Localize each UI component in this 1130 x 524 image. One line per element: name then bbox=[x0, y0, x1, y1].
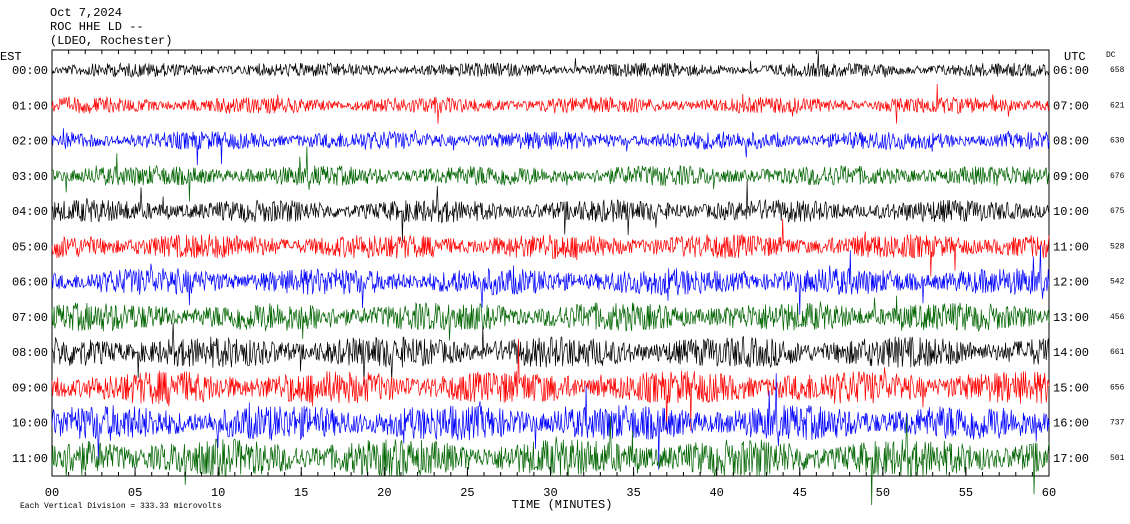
x-tick-label: 50 bbox=[876, 486, 890, 500]
dc-label: DC bbox=[1106, 51, 1116, 60]
dc-value: 542 bbox=[1110, 278, 1125, 287]
utc-time-label: 13:00 bbox=[1053, 311, 1089, 325]
local-time-label: 02:00 bbox=[12, 135, 48, 149]
x-tick-label: 15 bbox=[294, 486, 308, 500]
trace bbox=[51, 83, 1050, 124]
local-time-label: 10:00 bbox=[12, 417, 48, 431]
x-tick-label: 55 bbox=[959, 486, 973, 500]
utc-time-label: 12:00 bbox=[1053, 276, 1089, 290]
utc-time-label: 17:00 bbox=[1053, 452, 1089, 466]
utc-time-label: 16:00 bbox=[1053, 417, 1089, 431]
x-tick-label: 25 bbox=[460, 486, 474, 500]
local-time-label: 04:00 bbox=[12, 205, 48, 219]
dc-value: 630 bbox=[1110, 137, 1125, 146]
x-tick-label: 30 bbox=[543, 486, 557, 500]
local-time-label: 11:00 bbox=[12, 452, 48, 466]
utc-time-label: 06:00 bbox=[1053, 64, 1089, 78]
utc-time-label: 11:00 bbox=[1053, 240, 1089, 254]
x-tick-label: 20 bbox=[377, 486, 391, 500]
dc-value: 676 bbox=[1110, 172, 1125, 181]
trace bbox=[51, 373, 1050, 470]
utc-time-label: 15:00 bbox=[1053, 381, 1089, 395]
dc-value: 661 bbox=[1110, 348, 1125, 357]
local-time-label: 05:00 bbox=[12, 240, 48, 254]
x-tick-label: 45 bbox=[793, 486, 807, 500]
utc-time-label: 07:00 bbox=[1053, 99, 1089, 113]
x-tick-label: 00 bbox=[45, 486, 59, 500]
local-time-label: 07:00 bbox=[12, 311, 48, 325]
x-tick-label: 35 bbox=[626, 486, 640, 500]
trace bbox=[51, 295, 1050, 341]
local-time-label: 09:00 bbox=[12, 381, 48, 395]
dc-value: 656 bbox=[1110, 383, 1125, 392]
trace bbox=[51, 51, 1050, 78]
title-line: ROC HHE LD -- bbox=[50, 20, 144, 34]
plot-frame bbox=[51, 49, 1050, 477]
trace bbox=[51, 180, 1050, 241]
left-axis-label: EST bbox=[0, 50, 22, 64]
trace bbox=[51, 338, 1050, 432]
local-time-label: 08:00 bbox=[12, 346, 48, 360]
title-line: Oct 7,2024 bbox=[50, 6, 122, 20]
footer: Each Vertical Division = 333.33 microvol… bbox=[20, 502, 222, 511]
dc-value: 737 bbox=[1110, 419, 1125, 428]
trace bbox=[51, 322, 1050, 385]
dc-value: 501 bbox=[1110, 454, 1125, 463]
utc-time-label: 09:00 bbox=[1053, 170, 1089, 184]
local-time-label: 00:00 bbox=[12, 64, 48, 78]
x-tick-label: 10 bbox=[211, 486, 225, 500]
local-time-label: 06:00 bbox=[12, 276, 48, 290]
utc-time-label: 14:00 bbox=[1053, 346, 1089, 360]
dc-value: 528 bbox=[1110, 242, 1125, 251]
trace bbox=[51, 128, 1050, 166]
right-axis-label: UTC bbox=[1064, 50, 1086, 64]
dc-value: 658 bbox=[1110, 66, 1125, 75]
title-line: (LDEO, Rochester) bbox=[50, 34, 172, 48]
local-time-label: 01:00 bbox=[12, 99, 48, 113]
trace bbox=[51, 146, 1050, 202]
trace bbox=[51, 218, 1050, 277]
x-tick-label: 05 bbox=[128, 486, 142, 500]
x-tick-label: 40 bbox=[709, 486, 723, 500]
dc-value: 621 bbox=[1110, 101, 1125, 110]
x-tick-label: 60 bbox=[1042, 486, 1056, 500]
dc-value: 456 bbox=[1110, 313, 1125, 322]
x-label: TIME (MINUTES) bbox=[512, 498, 613, 512]
local-time-label: 03:00 bbox=[12, 170, 48, 184]
dc-value: 675 bbox=[1110, 207, 1125, 216]
utc-time-label: 10:00 bbox=[1053, 205, 1089, 219]
utc-time-label: 08:00 bbox=[1053, 135, 1089, 149]
trace bbox=[51, 244, 1050, 316]
